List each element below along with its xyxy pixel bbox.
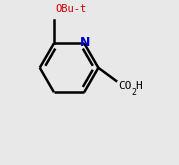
Text: H: H	[136, 81, 142, 91]
Text: 2: 2	[131, 88, 136, 97]
Text: OBu-t: OBu-t	[56, 4, 87, 14]
Text: N: N	[80, 36, 90, 49]
Text: CO: CO	[118, 81, 131, 91]
